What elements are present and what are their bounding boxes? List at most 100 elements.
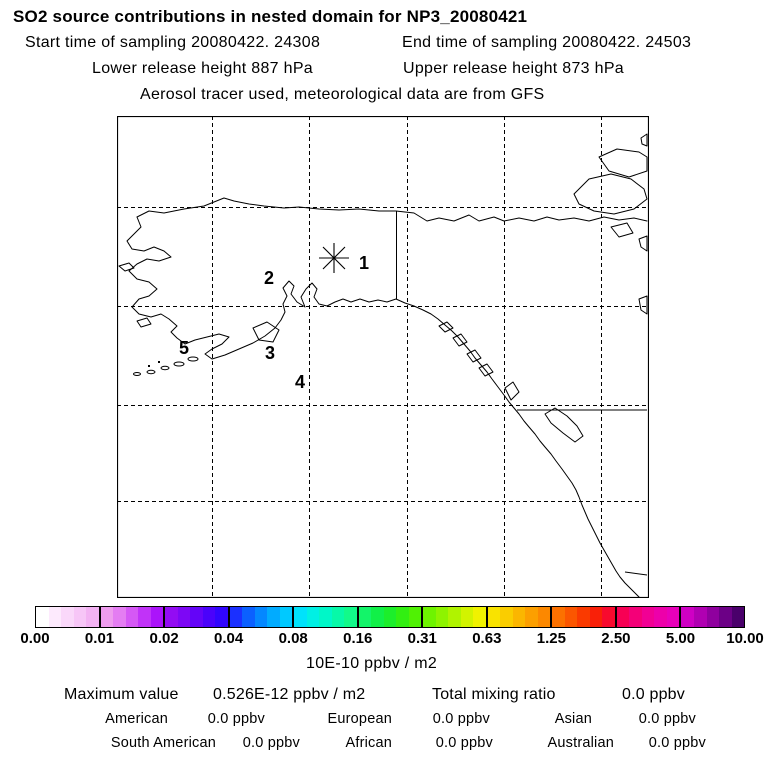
colorbar-cell <box>242 607 255 627</box>
colorbar-cell <box>61 607 74 627</box>
colorbar-cell <box>537 607 551 627</box>
colorbar-cell <box>202 607 216 627</box>
colorbar-cell <box>215 607 228 627</box>
colorbar-cell <box>423 607 436 627</box>
colorbar-cell <box>500 607 513 627</box>
colorbar-tick-1.25: 1.25 <box>536 630 566 647</box>
colorbar-cell <box>306 607 320 627</box>
colorbar-cell <box>448 607 461 627</box>
source-markers: 1 2 34 5 <box>179 243 369 392</box>
colorbar-tick-2.50: 2.50 <box>601 630 631 647</box>
total-mixing-ratio-label: Total mixing ratio <box>432 686 556 703</box>
colorbar-tick-10.00: 10.00 <box>726 630 764 647</box>
colorbar-cell <box>125 607 139 627</box>
region-label-african: African <box>345 735 392 751</box>
colorbar-cell <box>279 607 293 627</box>
region-label-european: European <box>327 711 392 727</box>
total-mixing-ratio-value: 0.0 ppbv <box>622 686 685 703</box>
start-time-text: Start time of sampling 20080422. 24308 <box>25 34 321 51</box>
maximum-value: 0.526E-12 ppbv / m2 <box>213 686 366 703</box>
colorbar-cell <box>602 607 615 627</box>
source-region-number-2: 2 <box>264 268 274 288</box>
colorbar-cell <box>654 607 667 627</box>
colorbar-tick-0.04: 0.04 <box>214 630 244 647</box>
colorbar-cell <box>512 607 526 627</box>
colorbar-cell <box>138 607 151 627</box>
colorbar-segment-8 <box>550 607 615 627</box>
colorbar-cell <box>460 607 474 627</box>
region-value-african: 0.0 ppbv <box>435 735 493 751</box>
region-value-american: 0.0 ppbv <box>207 711 265 727</box>
colorbar-segment-5 <box>356 607 422 627</box>
colorbar-cell <box>190 607 203 627</box>
colorbar-segment-6 <box>421 607 486 627</box>
colorbar-cell <box>358 607 372 627</box>
tracer-note-text: Aerosol tracer used, meteorological data… <box>140 86 545 103</box>
colorbar-cell <box>165 607 178 627</box>
colorbar-tick-0.31: 0.31 <box>407 630 437 647</box>
colorbar-cell <box>706 607 720 627</box>
colorbar-cell <box>331 607 345 627</box>
colorbar-cell <box>86 607 99 627</box>
colorbar-cell <box>73 607 87 627</box>
colorbar-cell <box>229 607 243 627</box>
colorbar-tick-0.01: 0.01 <box>84 630 115 647</box>
colorbar-cell <box>435 607 449 627</box>
colorbar-cell <box>629 607 642 627</box>
colorbar-cell <box>254 607 268 627</box>
region-value-south-american: 0.0 ppbv <box>242 735 300 751</box>
lower-release-text: Lower release height 887 hPa <box>92 60 313 77</box>
colorbar-cell <box>408 607 422 627</box>
colorbar-segment-9 <box>614 607 680 627</box>
colorbar-cell <box>525 607 538 627</box>
colorbar-cell <box>487 607 501 627</box>
end-time-text: End time of sampling 20080422. 24503 <box>402 34 692 51</box>
colorbar-tick-0.16: 0.16 <box>343 630 373 647</box>
map-frame <box>117 116 649 598</box>
map-panel: 1 2 34 5 <box>117 116 649 598</box>
colorbar-cell <box>383 607 397 627</box>
political-borders <box>396 211 648 576</box>
colorbar-cell <box>681 607 694 627</box>
colorbar-cell <box>731 607 745 627</box>
colorbar-cell <box>396 607 409 627</box>
source-region-number-5: 5 <box>179 338 189 358</box>
region-label-south-american: South American <box>110 735 216 751</box>
colorbar-cell <box>473 607 486 627</box>
colorbar-cell <box>666 607 680 627</box>
colorbar-cell <box>319 607 332 627</box>
colorbar-cell <box>693 607 707 627</box>
colorbar-segment-0 <box>36 607 99 627</box>
colorbar-cell <box>100 607 114 627</box>
colorbar-cell <box>616 607 630 627</box>
region-value-australian: 0.0 ppbv <box>648 735 706 751</box>
colorbar-cell <box>267 607 280 627</box>
colorbar-cell <box>719 607 732 627</box>
region-value-european: 0.0 ppbv <box>432 711 490 727</box>
colorbar-cell <box>113 607 126 627</box>
colorbar-cell <box>589 607 603 627</box>
colorbar-cell <box>641 607 655 627</box>
colorbar-segment-10 <box>679 607 745 627</box>
region-value-asian: 0.0 ppbv <box>638 711 696 727</box>
colorbar-cell <box>371 607 384 627</box>
colorbar-segment-7 <box>485 607 551 627</box>
colorbar-cell <box>577 607 590 627</box>
colorbar-tick-0.08: 0.08 <box>278 630 308 647</box>
region-label-australian: Australian <box>547 735 614 751</box>
colorbar-cell <box>150 607 164 627</box>
colorbar-segment-3 <box>227 607 293 627</box>
upper-release-text: Upper release height 873 hPa <box>403 60 624 77</box>
graticule <box>117 116 649 598</box>
colorbar-unit-label: 10E-10 ppbv / m2 <box>306 655 438 672</box>
colorbar-segment-4 <box>292 607 357 627</box>
release-point-asterisk-icon <box>322 246 346 270</box>
colorbar-cell <box>36 607 49 627</box>
colorbar-cell <box>177 607 191 627</box>
coastlines <box>118 133 648 598</box>
source-region-number-1: 1 <box>359 253 369 273</box>
colorbar-cell <box>344 607 357 627</box>
region-label-asian: Asian <box>554 711 592 727</box>
source-region-number-4: 4 <box>295 372 305 392</box>
